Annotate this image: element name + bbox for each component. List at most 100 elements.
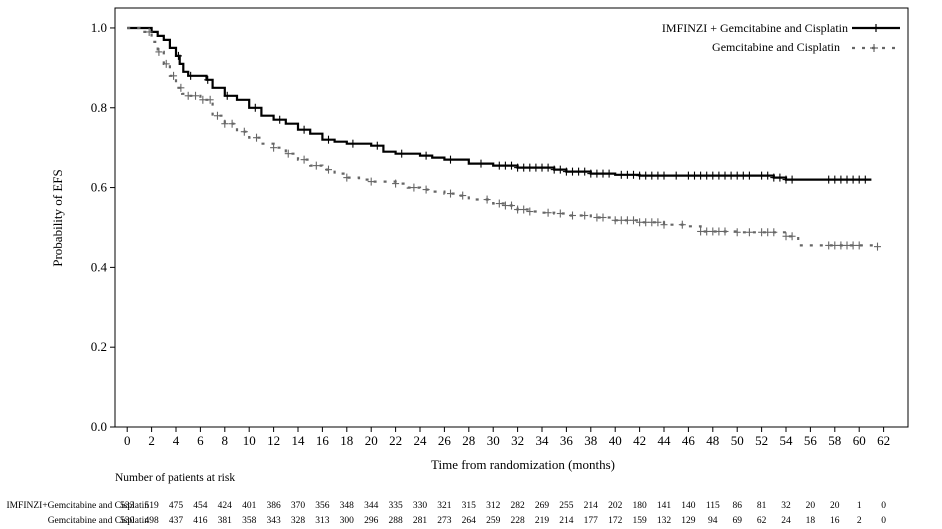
legend: IMFINZI + Gemcitabine and Cisplatin Gemc… — [662, 21, 900, 54]
censor-mark — [575, 167, 583, 176]
censor-mark — [373, 141, 381, 150]
risk-value: 348 — [340, 501, 355, 511]
censor-mark — [477, 159, 485, 168]
censor-mark — [654, 171, 662, 180]
y-tick-label: 0.4 — [91, 259, 108, 274]
risk-value: 519 — [144, 501, 159, 511]
x-tick-label: 42 — [633, 433, 646, 448]
censor-mark — [532, 163, 540, 172]
risk-value: 424 — [218, 501, 233, 511]
risk-value: 401 — [242, 501, 257, 511]
censor-mark — [447, 155, 454, 164]
censor-mark — [727, 171, 735, 180]
risk-value: 214 — [559, 516, 574, 526]
x-tick-label: 58 — [828, 433, 841, 448]
censor-mark — [636, 171, 644, 180]
censor-mark — [199, 95, 207, 104]
risk-value: 255 — [559, 501, 574, 511]
risk-value: 321 — [437, 501, 452, 511]
x-tick-label: 38 — [584, 433, 597, 448]
censor-mark — [177, 83, 185, 92]
censor-mark — [660, 171, 668, 180]
censor-mark — [636, 218, 644, 227]
censor-mark — [788, 175, 796, 184]
risk-values: 533 519 475 454 424 401 386 370 356 348 344 335 330 3… — [120, 501, 886, 526]
x-tick-label: 56 — [804, 433, 818, 448]
risk-value: 132 — [657, 516, 672, 526]
censor-mark — [495, 199, 503, 208]
censor-mark — [422, 185, 430, 194]
risk-value: 0 — [881, 516, 886, 526]
risk-value: 1 — [857, 501, 862, 511]
censor-mark — [228, 119, 236, 128]
risk-value: 20 — [830, 501, 840, 511]
risk-value: 129 — [681, 516, 696, 526]
risk-value: 159 — [632, 516, 647, 526]
x-tick-label: 14 — [292, 433, 306, 448]
censor-mark — [284, 149, 292, 158]
risk-value: 214 — [584, 501, 599, 511]
x-tick-label: 54 — [780, 433, 794, 448]
x-tick-label: 24 — [414, 433, 428, 448]
risk-value: 273 — [437, 516, 452, 526]
legend-swatch-imfinzi-censor-mark — [872, 24, 880, 32]
risk-value: 24 — [781, 516, 791, 526]
censor-mark — [855, 175, 863, 184]
risk-value: 454 — [193, 501, 208, 511]
censor-mark — [660, 220, 668, 229]
censor-mark — [776, 173, 784, 182]
censor-mark — [623, 170, 631, 179]
censor-mark — [495, 161, 503, 170]
censor-mark — [837, 175, 845, 184]
censor-mark — [300, 155, 308, 164]
series-line-1 — [127, 26, 879, 247]
risk-value: 172 — [608, 516, 623, 526]
legend-label-imfinzi: IMFINZI + Gemcitabine and Cisplatin — [662, 21, 848, 35]
censor-mark — [642, 171, 650, 180]
censor-mark — [758, 171, 766, 180]
risk-value: 228 — [510, 516, 525, 526]
censor-mark — [483, 195, 491, 204]
x-tick-label: 10 — [243, 433, 256, 448]
y-axis-ticks: 0.0 0.2 0.4 0.6 0.8 1.0 — [91, 20, 115, 434]
x-tick-label: 30 — [487, 433, 500, 448]
censor-mark — [825, 175, 833, 184]
x-axis-label: Time from randomization (months) — [431, 457, 615, 472]
censor-mark — [697, 227, 705, 236]
censor-mark — [240, 127, 248, 136]
censor-mark — [192, 91, 200, 100]
risk-value: 18 — [806, 516, 816, 526]
censor-mark — [459, 191, 467, 200]
censor-mark — [349, 139, 357, 148]
risk-value: 498 — [144, 516, 159, 526]
risk-value: 62 — [757, 516, 767, 526]
censor-mark — [508, 161, 515, 170]
censor-mark — [691, 171, 698, 180]
risk-value: 86 — [732, 501, 742, 511]
censor-mark — [782, 175, 790, 184]
censor-mark — [831, 175, 839, 184]
censor-mark — [223, 91, 231, 100]
censor-marks — [145, 27, 881, 251]
censor-mark — [581, 167, 589, 176]
censor-mark — [630, 170, 637, 179]
censor-mark — [617, 170, 625, 179]
risk-value: 533 — [120, 501, 135, 511]
censor-mark — [605, 169, 613, 178]
risk-value: 264 — [462, 516, 477, 526]
risk-value: 281 — [413, 516, 428, 526]
risk-value: 475 — [169, 501, 184, 511]
risk-value: 259 — [486, 516, 501, 526]
censor-mark — [162, 59, 170, 68]
risk-value: 81 — [757, 501, 767, 511]
risk-value: 330 — [413, 501, 428, 511]
censor-mark — [843, 175, 851, 184]
x-axis-ticks: 0 2 4 6 8 10 12 14 16 18 20 22 24 26 28 30 32 34 36 38 40 42 4… — [124, 427, 890, 448]
risk-value: 288 — [388, 516, 403, 526]
x-tick-label: 2 — [148, 433, 155, 448]
x-tick-label: 4 — [173, 433, 180, 448]
censor-mark — [703, 227, 711, 236]
censor-mark — [831, 241, 839, 250]
x-tick-label: 18 — [340, 433, 353, 448]
censor-mark — [526, 163, 534, 172]
